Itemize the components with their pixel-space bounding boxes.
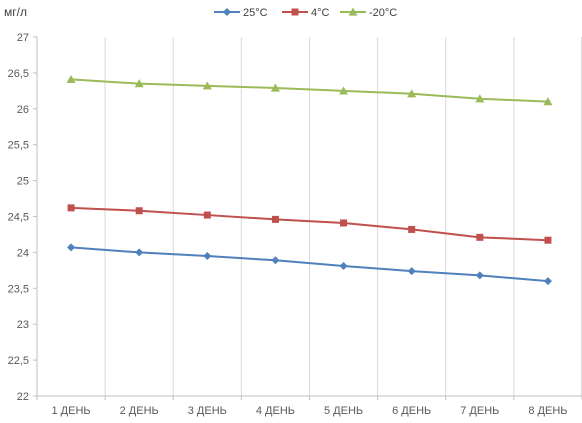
series-line (70, 246, 549, 283)
series-3 (66, 74, 553, 106)
data-point (340, 219, 348, 227)
legend: 25°С 4°С -20°С (214, 7, 397, 19)
y-tick-label: 26,5 (8, 68, 29, 80)
axes (33, 36, 582, 400)
data-point (475, 94, 485, 103)
series-group (66, 74, 553, 286)
x-tick-label: 8 ДЕНЬ (528, 405, 567, 417)
data-point (544, 236, 552, 244)
data-point (203, 211, 211, 219)
legend-marker (348, 7, 358, 16)
data-point (67, 204, 75, 212)
y-tick-label: 22,5 (8, 355, 29, 367)
data-point (270, 83, 280, 92)
legend-item: 4°С (282, 7, 330, 19)
series-line (71, 206, 548, 242)
y-tick-label: 27 (17, 32, 29, 44)
data-point (66, 74, 76, 83)
data-point (271, 215, 279, 223)
legend-marker (291, 8, 299, 16)
x-tick-label: 5 ДЕНЬ (324, 405, 363, 417)
x-tick-label: 2 ДЕНЬ (120, 405, 159, 417)
data-point (543, 277, 552, 286)
legend-item: -20°С (340, 7, 397, 19)
data-point (339, 86, 349, 95)
data-point (407, 267, 416, 276)
x-tick-label: 1 ДЕНЬ (52, 405, 91, 417)
y-tick-labels: 22 22,5 23 23,5 24 24,5 25 25,5 26 26,5 27 (8, 32, 29, 403)
data-point (135, 207, 143, 215)
x-tick-label: 4 ДЕНЬ (256, 405, 295, 417)
y-tick-label: 25,5 (8, 140, 29, 152)
data-point (271, 256, 280, 265)
data-point (476, 233, 484, 241)
data-point (408, 225, 416, 233)
x-tick-label: 7 ДЕНЬ (460, 405, 499, 417)
y-tick-label: 24,5 (8, 212, 29, 224)
data-point (134, 79, 144, 88)
legend-label: 25°С (243, 7, 268, 19)
y-tick-label: 23 (17, 319, 29, 331)
y-tick-label: 25 (17, 176, 29, 188)
y-tick-label: 24 (17, 247, 29, 259)
data-point (407, 89, 417, 98)
series-line (70, 78, 548, 103)
y-tick-label: 22 (17, 391, 29, 403)
data-point (339, 262, 348, 271)
data-point (135, 248, 144, 257)
series-2 (67, 204, 552, 244)
y-axis-title: мг/л (4, 5, 27, 19)
data-point (67, 243, 76, 252)
series-1 (67, 243, 552, 286)
legend-item: 25°С (214, 7, 268, 19)
x-tick-labels: 1 ДЕНЬ 2 ДЕНЬ 3 ДЕНЬ 4 ДЕНЬ 5 ДЕНЬ 6 ДЕНЬ 7 ДЕ… (52, 405, 568, 417)
data-point (475, 271, 484, 280)
legend-label: -20°С (369, 7, 397, 19)
y-tick-label: 26 (17, 104, 29, 116)
data-point (202, 81, 212, 90)
data-point (543, 97, 553, 106)
legend-marker (223, 8, 231, 16)
legend-label: 4°С (311, 7, 330, 19)
y-tick-label: 23,5 (8, 283, 29, 295)
x-tick-label: 6 ДЕНЬ (392, 405, 431, 417)
x-tick-label: 3 ДЕНЬ (188, 405, 227, 417)
data-point (203, 251, 212, 260)
